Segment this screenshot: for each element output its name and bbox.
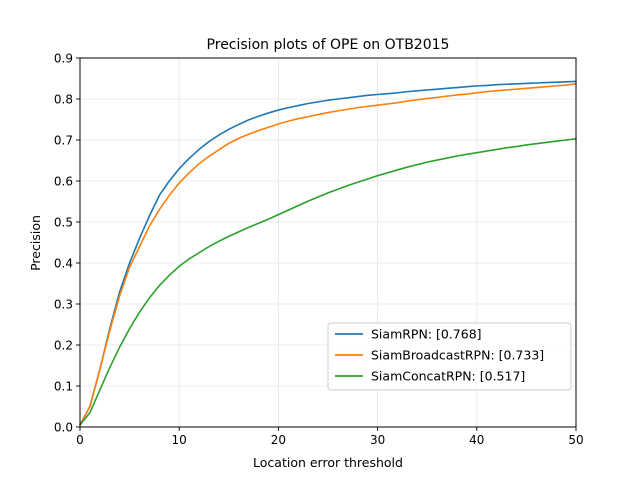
y-axis-label: Precision [28,215,43,271]
y-tick-label: 0.4 [54,256,73,270]
series-line-0 [79,80,577,426]
axis-ticks: 0 10 20 30 40 50 0.0 0.1 0.2 0.3 0.4 0.5 0.6 0.7 0.8 0.… [54,51,584,447]
y-tick-label: 0.2 [54,338,73,352]
legend-box [327,322,572,391]
series-line-1 [79,83,577,426]
y-tick-label: 0.8 [54,92,73,106]
x-tick-label: 50 [568,433,583,447]
y-tick-label: 0.9 [54,51,73,65]
x-tick-label: 30 [370,433,385,447]
y-tick-label: 0.6 [54,174,73,188]
x-axis-label: Location error threshold [253,455,403,470]
chart-title: Precision plots of OPE on OTB2015 [207,37,450,53]
y-tick-label: 0.5 [54,215,73,229]
legend-entry: SiamConcatRPN: [0.517] [371,369,525,384]
y-tick-label: 0.1 [54,379,73,393]
series-line-2 [79,137,577,426]
legend: SiamRPN: [0.768] SiamBroadcastRPN: [0.733… [327,322,572,391]
series-lines [79,80,577,426]
y-tick-label: 0.7 [54,133,73,147]
x-tick-label: 0 [76,433,84,447]
x-tick-label: 10 [172,433,187,447]
legend-entry: SiamBroadcastRPN: [0.733] [371,348,544,363]
y-tick-label: 0.3 [54,297,73,311]
y-tick-label: 0.0 [54,420,73,434]
legend-entry: SiamRPN: [0.768] [371,327,482,342]
x-tick-label: 40 [469,433,484,447]
x-tick-label: 20 [271,433,286,447]
plot-frame [79,57,577,428]
